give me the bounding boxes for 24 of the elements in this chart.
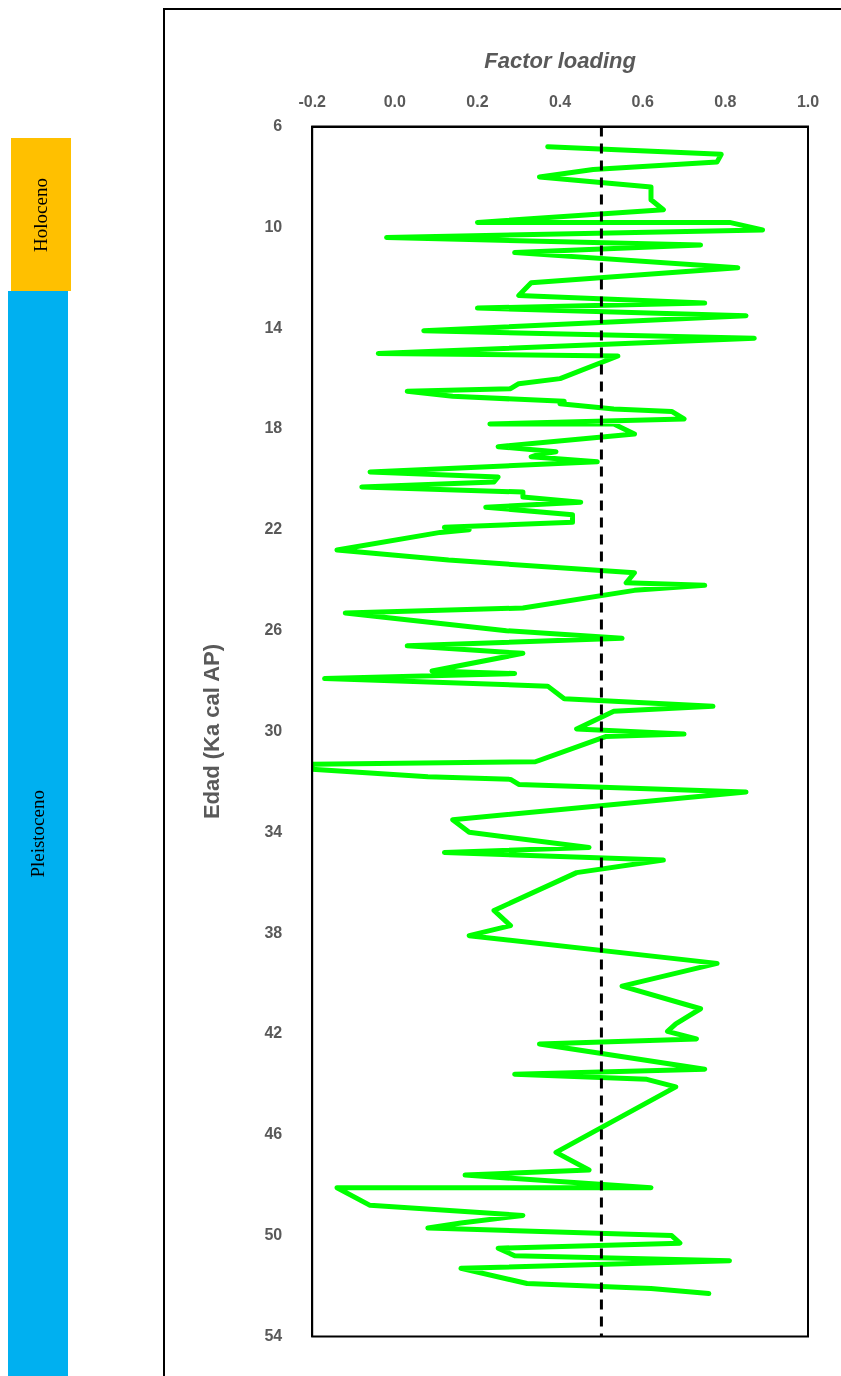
x-tick-label: 0.8	[714, 93, 737, 111]
y-tick-label: 22	[264, 520, 283, 538]
y-tick-label: 42	[264, 1024, 283, 1042]
y-tick-label: 10	[264, 217, 283, 235]
epoch-column: Pleistoceno	[8, 291, 68, 1376]
x-tick-label: 0.2	[466, 93, 489, 111]
y-tick-label: 30	[264, 721, 283, 739]
y-tick-label: 34	[264, 822, 283, 840]
y-tick-label: 46	[264, 1125, 283, 1143]
y-tick-label: 50	[264, 1225, 283, 1243]
y-axis-title: Edad (Ka cal AP)	[199, 643, 225, 820]
x-tick-label: 0.6	[631, 93, 654, 111]
x-tick-label: 1.0	[796, 93, 820, 111]
x-tick-label: 0.0	[383, 93, 407, 111]
x-tick-label: -0.2	[298, 93, 327, 111]
x-tick-label: 0.4	[548, 93, 572, 111]
y-tick-label: 26	[264, 621, 283, 639]
y-tick-label: 54	[264, 1326, 283, 1344]
y-tick-label: 38	[264, 923, 283, 941]
y-tick-label: 18	[264, 419, 283, 437]
epoch-column: Holoceno	[11, 138, 71, 291]
y-tick-label: 14	[264, 318, 283, 336]
y-tick-label: 6	[273, 117, 283, 135]
x-axis-title: Factor loading	[484, 48, 637, 74]
